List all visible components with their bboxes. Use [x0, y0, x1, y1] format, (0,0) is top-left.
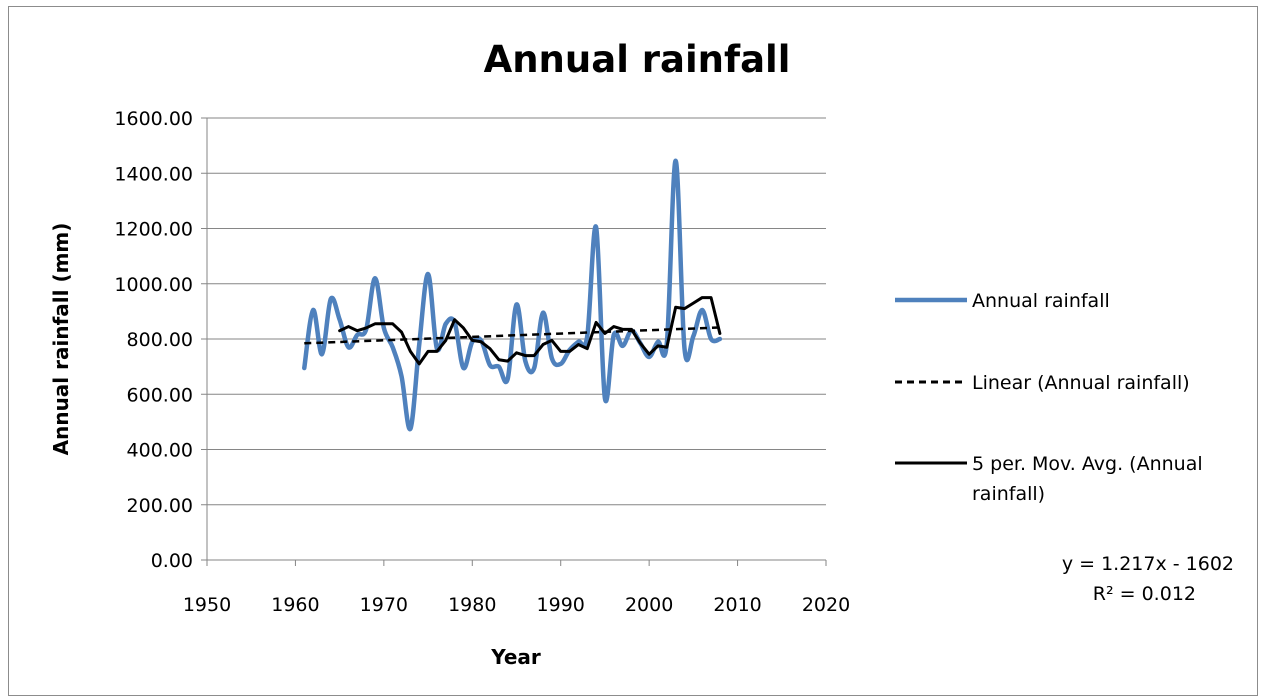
y-tick-label: 400.00: [127, 440, 193, 462]
plot-series: [302, 158, 723, 432]
y-tick-label: 1000.00: [114, 274, 193, 296]
trendline-equation: y = 1.217x - 1602: [1062, 553, 1234, 575]
y-tick-label: 1600.00: [114, 108, 193, 130]
legend-label: Linear (Annual rainfall): [972, 372, 1190, 394]
x-tick-label: 2000: [625, 594, 673, 616]
y-axis-ticks: 0.00 200.00 400.00 600.00 800.00 1000.00 1200.…: [114, 108, 193, 572]
y-tick-label: 0.00: [151, 550, 193, 572]
y-tick-label: 800.00: [127, 329, 193, 351]
linear-trendline: [304, 326, 720, 345]
x-tick-label: 1980: [448, 594, 496, 616]
chart-area: [8, 6, 1258, 696]
x-tick-label: 1950: [183, 594, 231, 616]
legend-label: Annual rainfall: [972, 290, 1110, 312]
y-tick-label: 1400.00: [114, 163, 193, 185]
legend-label: rainfall): [972, 483, 1045, 505]
legend: Annual rainfall Linear (Annual rainfall) 5…: [895, 290, 1203, 505]
rainfall-series-line: [302, 158, 723, 432]
chart-title: Annual rainfall: [484, 38, 791, 81]
x-tick-label: 1990: [537, 594, 585, 616]
y-tick-label: 200.00: [127, 495, 193, 517]
x-axis-title: Year: [490, 645, 541, 669]
x-tick-label: 1960: [271, 594, 319, 616]
y-tick-label: 600.00: [127, 384, 193, 406]
y-tick-label: 1200.00: [114, 219, 193, 241]
gridlines: [201, 117, 826, 561]
x-tick-label: 2020: [802, 594, 850, 616]
legend-label: 5 per. Mov. Avg. (Annual: [972, 453, 1203, 475]
y-axis-title: Annual rainfall (mm): [49, 223, 73, 456]
moving-average-line: [338, 296, 722, 366]
trendline-r-squared: R² = 0.012: [1093, 583, 1196, 605]
x-tick-label: 1970: [360, 594, 408, 616]
x-axis-ticks: 1950 1960 1970 1980 1990 2000 2010 2020: [183, 560, 850, 616]
x-tick-label: 2010: [713, 594, 761, 616]
